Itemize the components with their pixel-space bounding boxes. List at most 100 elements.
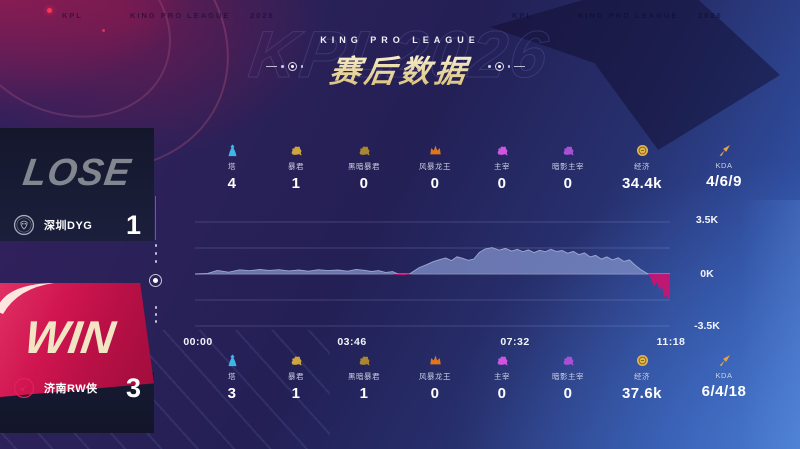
stat-label: 塔 xyxy=(228,162,236,171)
stat-label: 主宰 xyxy=(494,162,510,171)
divider-dot xyxy=(154,244,157,247)
stat-column: 暗影主宰 0 xyxy=(534,352,602,402)
title-decoration-left xyxy=(266,62,303,71)
stat-value: 1 xyxy=(359,385,369,402)
stat-column: 主宰 0 xyxy=(470,352,534,402)
storm-dragon-icon xyxy=(429,144,442,157)
stat-label: 暴君 xyxy=(288,162,304,171)
strip-text: KING PRO LEAGUE xyxy=(130,11,231,20)
stat-column: 暴君 1 xyxy=(264,352,328,402)
stat-column: 风暴龙王 0 xyxy=(400,352,470,402)
win-panel-red-block xyxy=(0,283,154,397)
league-label: KING PRO LEAGUE xyxy=(320,35,480,45)
strip-text: KPL xyxy=(512,11,533,20)
stat-column: 黑暗暴君 1 xyxy=(328,352,400,402)
x-axis-tick: 07:32 xyxy=(500,336,530,348)
stat-value: 0 xyxy=(430,385,440,402)
stat-value: 0 xyxy=(359,175,369,192)
y-axis-tick: 0K xyxy=(700,268,714,280)
win-stats-row: 塔 3 暴君 1 黑暗暴君 1 风暴龙王 0 主宰 0 暗影主宰 0 经济 37… xyxy=(200,352,766,402)
win-team-panel: WIN 济南RW侠 3 xyxy=(0,283,154,433)
stat-value: 4 xyxy=(227,175,237,192)
tyrant-icon xyxy=(290,144,303,157)
stat-column: 风暴龙王 0 xyxy=(400,142,470,192)
divider-dot xyxy=(154,306,157,309)
stat-label: 暴君 xyxy=(288,372,304,381)
lose-team-name: 深圳DYG xyxy=(44,220,93,232)
dominator-icon xyxy=(496,354,509,367)
stat-label: 暗影主宰 xyxy=(552,372,584,381)
stat-value: 0 xyxy=(497,175,507,192)
divider-dot xyxy=(154,313,157,316)
stat-label: KDA xyxy=(715,161,733,170)
economy-diff-chart xyxy=(194,221,670,327)
stat-column: 主宰 0 xyxy=(470,142,534,192)
red-accent-dot xyxy=(102,29,105,32)
stat-label: 塔 xyxy=(228,372,236,381)
tower-icon xyxy=(226,354,239,367)
stat-label: 经济 xyxy=(634,162,650,171)
dominator-icon xyxy=(496,144,509,157)
stat-value: 37.6k xyxy=(621,385,663,402)
rw-logo-icon xyxy=(13,377,35,399)
stat-label: 风暴龙王 xyxy=(419,162,451,171)
win-team-score: 3 xyxy=(125,372,141,403)
stat-value: 4/6/9 xyxy=(706,173,742,190)
stat-label: 暗影主宰 xyxy=(552,162,584,171)
y-axis-tick: -3.5K xyxy=(694,320,720,332)
stat-value: 3 xyxy=(227,385,237,402)
lose-team-row: 深圳DYG 1 xyxy=(13,209,141,240)
stat-value: 6/4/18 xyxy=(701,383,747,400)
stat-value: 0 xyxy=(563,385,573,402)
stat-label: 主宰 xyxy=(494,372,510,381)
shadow-dominator-icon xyxy=(562,144,575,157)
strip-text: 2026 xyxy=(698,11,723,20)
divider-dot xyxy=(154,252,157,255)
divider-line xyxy=(155,196,156,240)
kda-icon xyxy=(718,354,731,367)
stat-label: KDA xyxy=(715,371,733,380)
stat-column: KDA 4/6/9 xyxy=(682,142,766,192)
tyrant-icon xyxy=(290,354,303,367)
stat-column: 经济 34.4k xyxy=(602,142,682,192)
storm-dragon-icon xyxy=(429,354,442,367)
stat-label: 经济 xyxy=(634,372,650,381)
lose-stats-row: 塔 4 暴君 1 黑暗暴君 0 风暴龙王 0 主宰 0 暗影主宰 0 经济 34… xyxy=(200,142,766,192)
economy-icon xyxy=(636,354,649,367)
divider-bullet xyxy=(149,274,162,287)
stat-column: 塔 4 xyxy=(200,142,264,192)
stat-label: 黑暗暴君 xyxy=(348,372,380,381)
strip-text: KING PRO LEAGUE xyxy=(578,11,679,20)
page-title: 赛后数据 xyxy=(327,46,473,91)
stat-value: 34.4k xyxy=(621,175,663,192)
stat-column: 黑暗暴君 0 xyxy=(328,142,400,192)
win-swoosh-decoration xyxy=(0,283,54,314)
y-axis-tick: 3.5K xyxy=(695,214,719,226)
stat-value: 0 xyxy=(430,175,440,192)
kda-icon xyxy=(718,144,731,157)
stat-label: 风暴龙王 xyxy=(419,372,451,381)
background-right-band xyxy=(740,200,800,449)
red-accent-dot xyxy=(47,8,52,13)
lose-team-score: 1 xyxy=(125,209,141,240)
shadow-dominator-icon xyxy=(562,354,575,367)
stat-column: 塔 3 xyxy=(200,352,264,402)
stat-value: 1 xyxy=(291,385,301,402)
stat-column: 暴君 1 xyxy=(264,142,328,192)
win-result-label: WIN xyxy=(21,311,119,363)
stat-label: 黑暗暴君 xyxy=(348,162,380,171)
divider-dot xyxy=(154,260,157,263)
win-team-row: 济南RW侠 3 xyxy=(13,372,141,403)
x-axis-tick: 11:18 xyxy=(656,336,686,348)
stat-column: 暗影主宰 0 xyxy=(534,142,602,192)
x-axis-tick: 03:46 xyxy=(337,336,367,348)
stat-column: KDA 6/4/18 xyxy=(682,352,766,402)
strip-text: 2026 xyxy=(250,11,275,20)
stat-column: 经济 37.6k xyxy=(602,352,682,402)
dyg-logo-icon xyxy=(13,214,35,236)
stat-value: 0 xyxy=(563,175,573,192)
win-team-name: 济南RW侠 xyxy=(44,383,98,395)
lose-team-panel: LOSE 深圳DYG 1 xyxy=(0,128,154,241)
strip-text: KPL xyxy=(62,11,83,20)
x-axis-tick: 00:00 xyxy=(183,336,213,348)
